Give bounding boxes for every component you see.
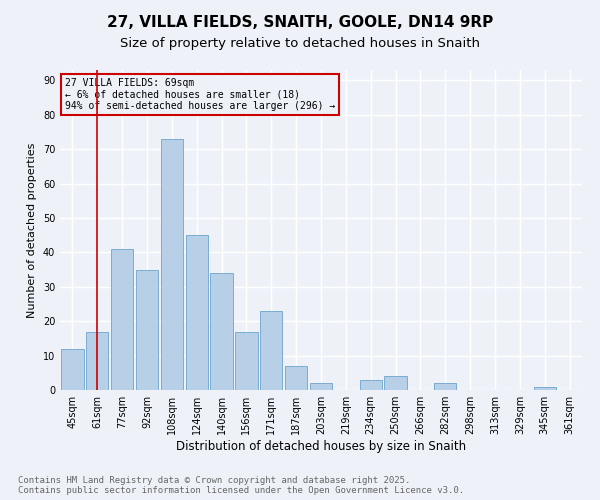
Bar bbox=[111, 249, 133, 390]
Bar bbox=[185, 235, 208, 390]
Bar bbox=[235, 332, 257, 390]
Bar bbox=[385, 376, 407, 390]
Bar bbox=[359, 380, 382, 390]
Y-axis label: Number of detached properties: Number of detached properties bbox=[27, 142, 37, 318]
Text: Contains HM Land Registry data © Crown copyright and database right 2025.
Contai: Contains HM Land Registry data © Crown c… bbox=[18, 476, 464, 495]
Bar bbox=[161, 139, 183, 390]
Text: 27, VILLA FIELDS, SNAITH, GOOLE, DN14 9RP: 27, VILLA FIELDS, SNAITH, GOOLE, DN14 9R… bbox=[107, 15, 493, 30]
Bar bbox=[61, 348, 83, 390]
X-axis label: Distribution of detached houses by size in Snaith: Distribution of detached houses by size … bbox=[176, 440, 466, 453]
Bar bbox=[211, 273, 233, 390]
Bar bbox=[260, 311, 283, 390]
Bar bbox=[434, 383, 457, 390]
Bar bbox=[310, 383, 332, 390]
Bar bbox=[86, 332, 109, 390]
Text: Size of property relative to detached houses in Snaith: Size of property relative to detached ho… bbox=[120, 38, 480, 51]
Bar bbox=[136, 270, 158, 390]
Text: 27 VILLA FIELDS: 69sqm
← 6% of detached houses are smaller (18)
94% of semi-deta: 27 VILLA FIELDS: 69sqm ← 6% of detached … bbox=[65, 78, 335, 111]
Bar bbox=[285, 366, 307, 390]
Bar bbox=[533, 386, 556, 390]
